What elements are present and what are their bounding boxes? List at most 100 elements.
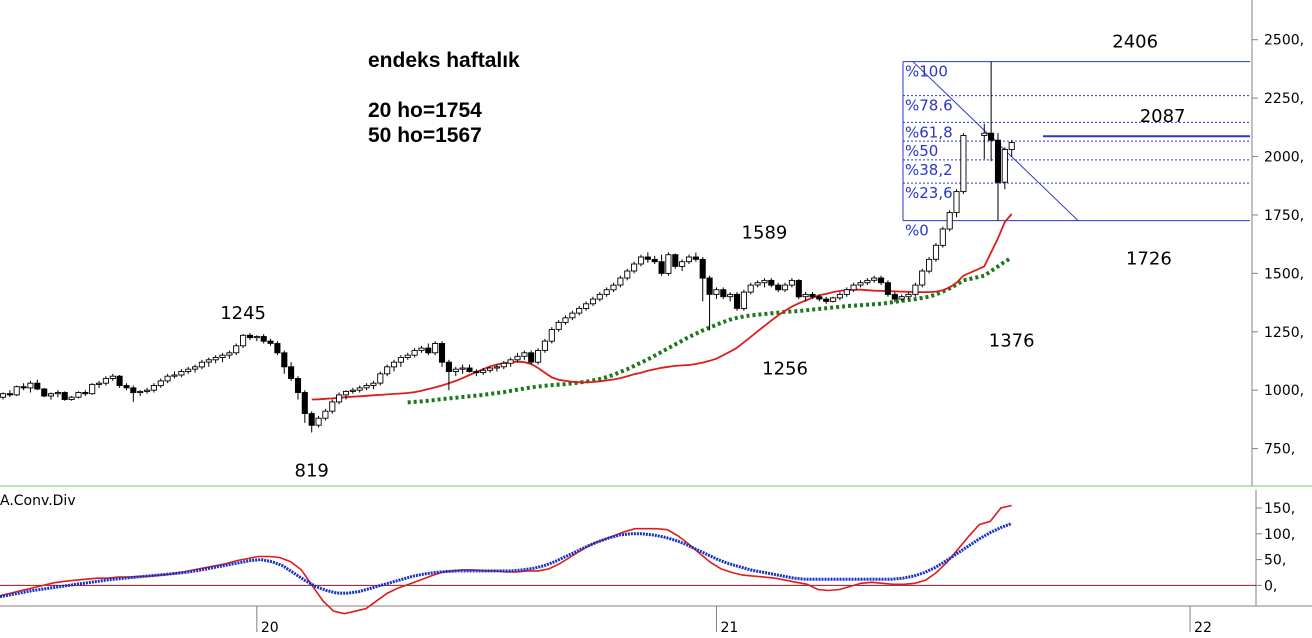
price-label: 1726 [1126,249,1172,270]
candle-body [171,374,178,377]
candle-body [294,378,302,393]
fib-level-label: %50 [905,142,938,160]
candle-body [610,284,617,291]
sma50-line [407,255,1013,405]
candle-body [82,392,89,395]
candle-body [288,366,295,379]
candle-body [473,371,480,374]
price-tick-label: 2250, [1264,91,1304,107]
candle-body [555,321,562,330]
price-label: 2087 [1140,106,1186,127]
candle-body [212,357,219,361]
candle-body [47,393,55,397]
candle-body [487,367,494,371]
candle-body [226,352,233,356]
candle-body [843,289,850,295]
indicator-title: A.Conv.Div [0,493,76,509]
candle-body [1008,142,1015,150]
candle-body [384,366,391,375]
candle-body [281,352,288,368]
candle-body [493,366,500,369]
price-label: 819 [295,460,329,481]
candle-body [685,256,693,263]
candle-body [1001,149,1008,183]
price-tick-label: 1250, [1264,325,1304,341]
candle-body [370,382,377,386]
sma20-path [311,213,1013,401]
candle-body [589,298,597,305]
price-tick-label: 1750, [1264,208,1304,224]
candle-body [301,392,308,414]
candle-body [116,375,123,386]
candle-body [988,132,995,141]
candle-body [576,307,583,314]
candle-body [144,389,151,392]
candle-body [20,386,27,389]
candle-body [548,329,555,342]
candle-body [377,373,384,384]
candle-body [397,357,404,363]
candle-body [768,279,775,286]
candle-body [658,261,665,274]
candle-body [884,282,891,295]
candle-body [521,352,528,357]
candle-body [404,354,411,358]
candle-body [672,254,679,267]
candle-body [830,297,837,302]
candle-body [816,296,823,300]
price-axis-ticks: 750, 1000, 1250, 1500, 1750, 2000, 2250, 2500, [1252,33,1304,458]
candle-body [130,387,137,394]
candle-body [617,277,624,286]
candle-body [27,382,34,389]
candle-body [569,312,576,319]
candle-body [349,389,356,392]
candles-group [0,61,1015,433]
candle-body [336,394,343,403]
candle-body [150,385,157,391]
candle-body [342,390,350,396]
candle-body [802,293,809,298]
candle-body [432,343,439,354]
candle-body [95,382,103,385]
candle-body [733,293,741,309]
candle-body [775,284,782,291]
candle-body [864,279,871,284]
candle-body [692,256,699,260]
time-tick-label: 20 [261,620,279,636]
candle-body [219,354,226,358]
candle-body [240,334,247,347]
candle-body [308,413,315,426]
candle-body [109,375,116,379]
candle-body [459,367,466,370]
candle-body [583,303,590,309]
candle-body [0,393,7,398]
signal-line [0,522,1013,599]
candle-body [994,139,1002,183]
candle-body [425,347,432,354]
candle-body [233,345,240,354]
candle-body [75,392,82,398]
candle-body [411,350,418,356]
candle-body [898,296,905,300]
candle-body [185,368,192,372]
indicator-tick-label: 150, [1264,501,1295,517]
candle-body [953,191,960,214]
candle-body [89,383,96,395]
candle-body [960,135,967,193]
candle-body [932,244,940,260]
candle-body [919,270,926,286]
candle-body [631,263,638,272]
candle-body [706,277,713,295]
candle-body [137,390,144,394]
candle-body [192,366,199,370]
candle-body [480,369,487,374]
candle-body [61,392,68,400]
candle-body [363,385,370,389]
indicator-panel: 0, 50, 100, 150, [0,501,1295,615]
candle-body [445,361,452,372]
candle-body [267,340,274,344]
price-tick-label: 2000, [1264,150,1304,166]
candle-body [905,293,912,298]
candle-body [246,334,254,339]
candle-body [13,386,20,396]
